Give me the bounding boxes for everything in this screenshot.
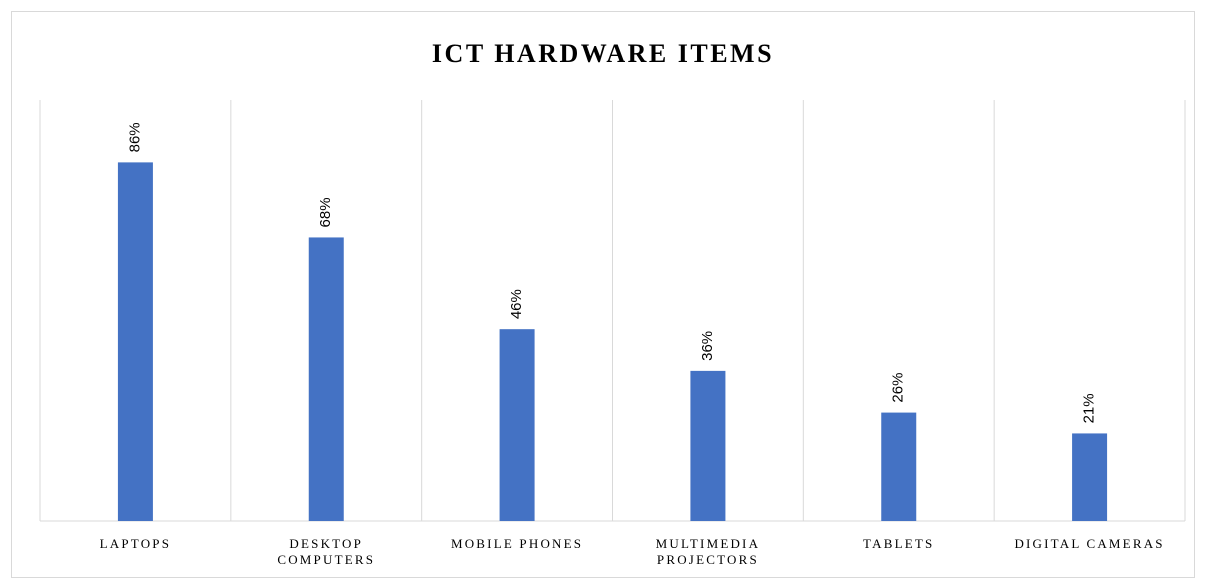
bar: [117, 162, 153, 521]
bar: [308, 237, 344, 521]
chart-title: ICT HARDWARE ITEMS: [432, 39, 774, 68]
data-label: 26%: [890, 373, 907, 403]
data-label: 36%: [699, 331, 716, 361]
bar: [690, 370, 726, 521]
x-tick-label: MOBILE PHONES: [450, 536, 584, 551]
data-label: 68%: [317, 197, 334, 227]
data-label: 86%: [126, 122, 143, 152]
bar: [1072, 433, 1108, 521]
bar: [881, 412, 917, 521]
x-tick-label: DIGITAL CAMERAS: [1014, 536, 1165, 551]
x-tick-label: TABLETS: [863, 536, 935, 551]
chart-frame: [11, 11, 1195, 578]
bar: [499, 329, 535, 521]
x-tick-label: DESKTOP COMPUTERS: [277, 536, 376, 567]
data-label: 46%: [508, 289, 525, 319]
data-label: 21%: [1081, 393, 1098, 423]
x-tick-label: MULTIMEDIA PROJECTORS: [655, 536, 761, 567]
x-tick-label: LAPTOPS: [99, 536, 172, 551]
